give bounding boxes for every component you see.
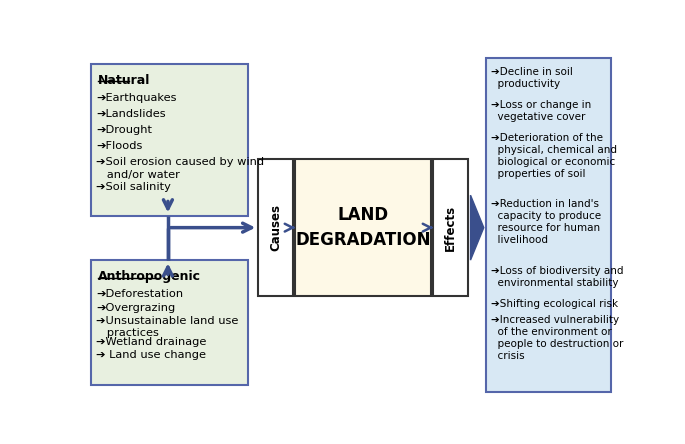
Text: ➔Soil salinity: ➔Soil salinity [96,182,171,192]
Bar [486,59,611,392]
Text: ➔Earthquakes: ➔Earthquakes [96,93,177,103]
Text: ➔Deterioration of the
  physical, chemical and
  biological or economic
  proper: ➔Deterioration of the physical, chemical… [490,133,616,179]
Text: Natural: Natural [98,74,150,87]
Text: ➔Unsustainable land use
   practices: ➔Unsustainable land use practices [96,316,238,338]
Bar [258,159,292,296]
Text: ➔Increased vulnerability
  of the environment or
  people to destruction or
  cr: ➔Increased vulnerability of the environm… [490,315,623,361]
Text: ➔Soil erosion caused by wind
   and/or water: ➔Soil erosion caused by wind and/or wate… [96,157,264,180]
Bar [295,159,431,296]
Text: ➔Shifting ecological risk: ➔Shifting ecological risk [490,299,618,309]
Text: ➔Landslides: ➔Landslides [96,109,166,119]
Text: Anthropogenic: Anthropogenic [98,270,201,283]
Text: ➔Wetland drainage: ➔Wetland drainage [96,337,207,347]
Text: Causes: Causes [269,204,282,251]
Text: ➔Overgrazing: ➔Overgrazing [96,303,175,313]
Text: ➔Floods: ➔Floods [96,141,142,151]
Text: ➔Reduction in land's
  capacity to produce
  resource for human
  livelihood: ➔Reduction in land's capacity to produce… [490,199,601,246]
Bar [434,159,468,296]
Text: LAND
DEGRADATION: LAND DEGRADATION [295,206,431,249]
Bar [91,260,247,385]
Text: Effects: Effects [444,205,457,251]
Polygon shape [471,195,484,260]
Text: ➔Loss or change in
  vegetative cover: ➔Loss or change in vegetative cover [490,100,591,122]
Text: ➔Deforestation: ➔Deforestation [96,289,184,299]
Text: ➔Decline in soil
  productivity: ➔Decline in soil productivity [490,67,573,89]
Text: ➔Drought: ➔Drought [96,125,152,135]
Text: ➔ Land use change: ➔ Land use change [96,350,206,360]
Text: ➔Loss of biodiversity and
  environmental stability: ➔Loss of biodiversity and environmental … [490,266,623,288]
Bar [91,63,247,216]
